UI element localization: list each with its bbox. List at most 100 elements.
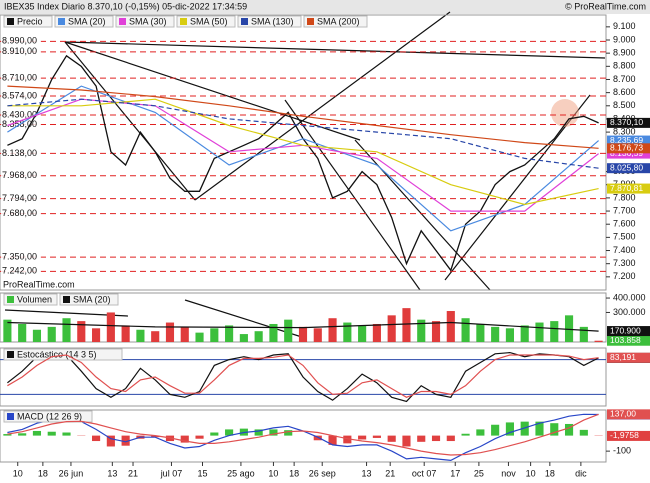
panel-frame [0, 409, 607, 463]
header-title: IBEX35 Index Diario 8.370,10 (-0,15%) 05… [4, 1, 247, 11]
value-box-label: 170.900 [610, 325, 641, 335]
level-label: 8.430,00 [2, 109, 37, 119]
x-tick-label: 10 [268, 468, 278, 478]
legend-swatch [119, 18, 126, 25]
bar [284, 430, 293, 436]
bar [520, 421, 529, 436]
bar [491, 424, 500, 436]
value-box [607, 163, 650, 174]
legend-label: Estocástico (14 3 5) [17, 349, 97, 359]
trend-lines [4, 11, 606, 339]
x-tick-label: dic [575, 468, 587, 478]
legend-box [3, 293, 58, 306]
series-line [7, 98, 599, 169]
level-label-bg [1, 193, 41, 204]
value-box [607, 430, 650, 441]
bar [417, 319, 426, 342]
legend-label: SMA (50) [190, 16, 228, 26]
bar [535, 322, 544, 342]
value-box-label: 103.858 [610, 335, 641, 345]
bar [298, 326, 308, 342]
x-tick-label: 10 [13, 468, 23, 478]
x-tick-label: jul 07 [160, 468, 183, 478]
bar [550, 321, 559, 342]
x-tick-label: 13 [362, 468, 372, 478]
legend-swatch [7, 413, 14, 420]
legend-swatch [58, 18, 65, 25]
value-box-label: 8.025,80 [610, 162, 643, 172]
level-label-bg [1, 110, 41, 120]
level-label: 7.794,00 [2, 193, 37, 203]
bar [564, 423, 574, 436]
y-tick-label: 8.700 [613, 74, 636, 84]
series-line [7, 54, 599, 272]
legend-swatch [307, 18, 314, 25]
bar [3, 319, 12, 342]
x-tick-label: 25 [474, 468, 484, 478]
bar [18, 433, 27, 436]
level-label: 8.710,00 [2, 73, 37, 83]
value-box [607, 117, 650, 128]
bar [387, 315, 396, 342]
legend-box [54, 15, 114, 28]
bar [254, 331, 263, 342]
trend-line [284, 99, 421, 291]
panel-frame [0, 347, 607, 407]
level-label-bg [1, 119, 41, 130]
value-box [607, 352, 650, 363]
bar [505, 328, 514, 342]
value-box [607, 326, 650, 337]
bar [343, 322, 352, 342]
bar [121, 325, 130, 342]
bar [372, 435, 381, 438]
bar [564, 315, 574, 342]
legend-box [237, 15, 302, 28]
x-tick-label: oct 07 [412, 468, 437, 478]
bar [269, 323, 278, 342]
series-line [7, 351, 599, 403]
value-box-label: 8.176,73 [610, 143, 643, 153]
value-box [607, 409, 650, 420]
legend-label: Precio [17, 16, 43, 26]
bar [313, 435, 322, 441]
bar [431, 321, 441, 342]
value-box-label: 137,00 [610, 409, 636, 419]
legend-swatch [63, 296, 70, 303]
bar [328, 318, 337, 342]
bar [402, 435, 411, 447]
bar [579, 326, 588, 342]
value-box-label: 83,191 [610, 352, 636, 362]
bar [225, 325, 234, 342]
level-label: 8.990,00 [2, 36, 37, 46]
bar [387, 435, 396, 442]
bar [284, 319, 293, 342]
bar [372, 323, 381, 342]
legend-swatch [180, 18, 187, 25]
legend-label: SMA (200) [317, 16, 360, 26]
x-tick-label: 21 [128, 468, 138, 478]
bar [62, 318, 71, 342]
x-tick-label: 13 [107, 468, 117, 478]
bar [32, 430, 42, 436]
value-box-label: 7.870,81 [610, 183, 643, 193]
bar [491, 326, 500, 342]
x-tick-label: 15 [197, 468, 207, 478]
x-tick-label: 17 [450, 468, 460, 478]
y-tick-label: 9.000 [613, 34, 636, 44]
legend-label: MACD (12 26 9) [17, 411, 82, 421]
bar [402, 308, 411, 342]
level-label-bg [1, 46, 41, 57]
bar [121, 435, 130, 446]
legend-label: SMA (30) [129, 16, 167, 26]
y-tick-label: 9.100 [613, 21, 636, 31]
y-tick-label: 8.300 [613, 126, 636, 136]
trend-line [354, 139, 491, 291]
value-box [607, 143, 650, 154]
watermark: ProRealTime.com [3, 279, 75, 289]
x-tick-label: 21 [385, 468, 395, 478]
level-label-bg [1, 170, 41, 181]
bar [210, 328, 219, 342]
panel-frame [0, 14, 607, 291]
legend-box [303, 15, 368, 28]
